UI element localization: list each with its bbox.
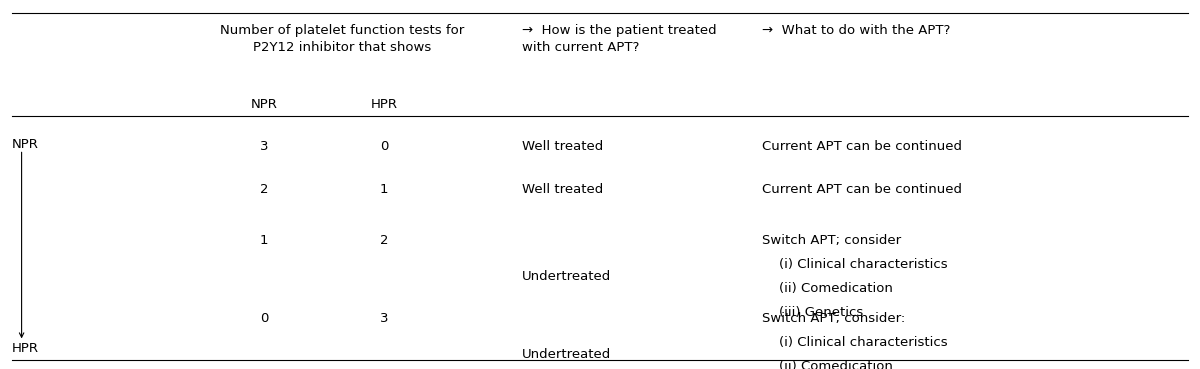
Text: HPR: HPR	[371, 98, 397, 111]
Text: →  How is the patient treated
with current APT?: → How is the patient treated with curren…	[522, 24, 716, 54]
Text: (i) Clinical characteristics: (i) Clinical characteristics	[762, 258, 948, 271]
Text: 2: 2	[259, 183, 269, 196]
Text: 3: 3	[259, 140, 269, 153]
Text: Well treated: Well treated	[522, 140, 604, 153]
Text: Switch APT; consider:: Switch APT; consider:	[762, 312, 905, 325]
Text: Current APT can be continued: Current APT can be continued	[762, 183, 962, 196]
Text: →  What to do with the APT?: → What to do with the APT?	[762, 24, 950, 37]
Text: 0: 0	[380, 140, 388, 153]
Text: Current APT can be continued: Current APT can be continued	[762, 140, 962, 153]
Text: 1: 1	[259, 234, 269, 247]
Text: (iii) Genetics: (iii) Genetics	[762, 306, 863, 319]
Text: (ii) Comedication: (ii) Comedication	[762, 282, 893, 295]
Text: 3: 3	[379, 312, 389, 325]
Text: (ii) Comedication: (ii) Comedication	[762, 360, 893, 369]
Text: 2: 2	[379, 234, 389, 247]
Text: HPR: HPR	[12, 342, 38, 355]
Text: (i) Clinical characteristics: (i) Clinical characteristics	[762, 336, 948, 349]
Text: Undertreated: Undertreated	[522, 270, 611, 283]
Text: Well treated: Well treated	[522, 183, 604, 196]
Text: NPR: NPR	[12, 138, 38, 151]
Text: Undertreated: Undertreated	[522, 348, 611, 361]
Text: NPR: NPR	[251, 98, 277, 111]
Text: 0: 0	[260, 312, 268, 325]
Text: Switch APT; consider: Switch APT; consider	[762, 234, 901, 247]
Text: Number of platelet function tests for
P2Y12 inhibitor that shows: Number of platelet function tests for P2…	[220, 24, 464, 54]
Text: 1: 1	[379, 183, 389, 196]
